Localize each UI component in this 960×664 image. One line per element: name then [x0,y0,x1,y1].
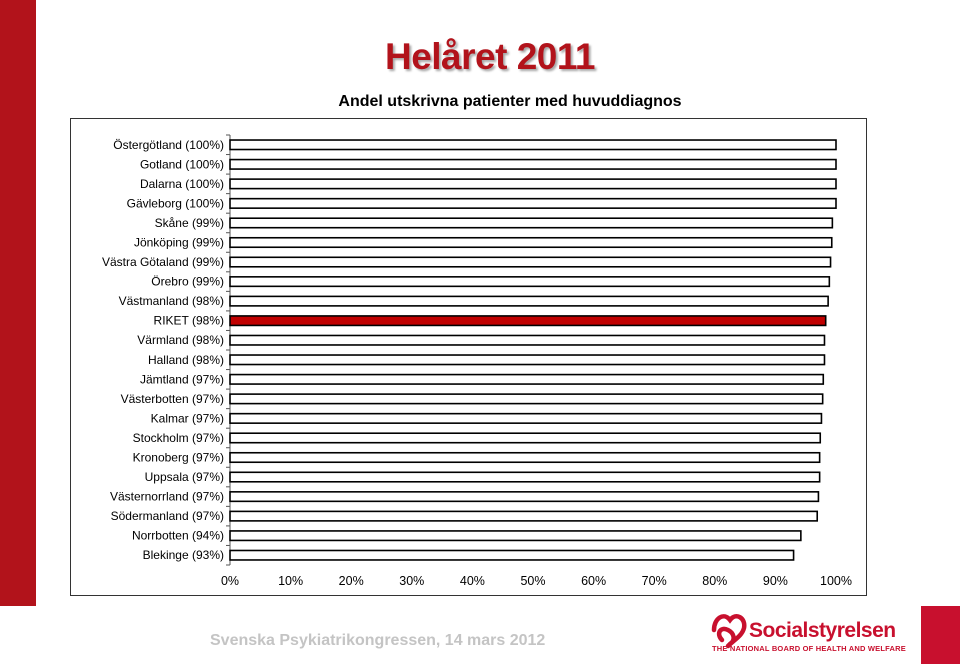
category-label-norrbotten-94: Norrbotten (94%) [132,529,224,543]
x-tick-label-4: 40% [460,574,485,588]
slide-title: Helåret 2011 [384,36,596,77]
logo-subtitle: THE NATIONAL BOARD OF HEALTH AND WELFARE [712,644,906,653]
right-accent-stripe [921,606,960,664]
socialstyrelsen-emblem-icon [711,614,747,649]
category-label-gavleborg-100: Gävleborg (100%) [127,196,224,210]
category-label-skane-99: Skåne (99%) [155,216,224,230]
bar-ostergotland-100 [229,139,837,151]
category-label-dalarna-100: Dalarna (100%) [140,177,224,191]
category-label-vasterbotten-97: Västerbotten (97%) [121,392,224,406]
x-tick-label-10: 100% [820,574,852,588]
bar-kronoberg-97 [229,451,821,464]
bar-jonkoping-99 [229,236,833,249]
category-label-halland-98: Halland (98%) [148,353,224,367]
x-tick-label-8: 80% [702,574,727,588]
bar-riket-98 [229,315,827,327]
bar-jamtland-97 [229,373,825,385]
footer-text: Svenska Psykiatrikongressen, 14 mars 201… [210,632,546,649]
category-label-sodermanland-97: Södermanland (97%) [111,509,224,523]
bar-vastra-gotaland-99 [229,256,832,268]
footer-band [0,606,960,664]
bar-gavleborg-100 [229,197,837,209]
bar-stockholm-97 [229,432,822,444]
category-label-stockholm-97: Stockholm (97%) [133,431,224,445]
bar-varmland-98 [229,334,826,346]
x-tick-label-0: 0% [221,574,239,588]
category-label-vasternorrland-97: Västernorrland (97%) [110,490,224,504]
x-tick-label-6: 60% [581,574,606,588]
bar-blekinge-93 [229,549,795,561]
logo-wordmark: Socialstyrelsen [749,619,896,642]
category-label-varmland-98: Värmland (98%) [137,333,224,347]
x-tick-label-1: 10% [278,574,303,588]
bar-dalarna-100 [229,178,837,190]
x-tick-label-2: 20% [339,574,364,588]
category-label-riket-98: RIKET (98%) [154,314,224,328]
bar-vastmanland-98 [229,295,829,307]
category-label-jonkoping-99: Jönköping (99%) [134,236,224,250]
category-label-kalmar-97: Kalmar (97%) [151,411,224,425]
bar-sodermanland-97 [229,510,819,522]
bar-uppsala-97 [229,471,821,483]
category-label-blekinge-93: Blekinge (93%) [143,548,224,562]
bar-orebro-99 [229,276,831,288]
category-label-orebro-99: Örebro (99%) [151,275,224,289]
category-label-uppsala-97: Uppsala (97%) [145,470,224,484]
bar-gotland-100 [229,158,837,170]
category-label-gotland-100: Gotland (100%) [140,157,224,171]
bar-vasterbotten-97 [229,393,824,405]
bar-vasternorrland-97 [229,491,820,503]
bar-skane-99 [229,217,834,229]
x-tick-label-7: 70% [642,574,667,588]
bar-halland-98 [229,354,826,366]
x-tick-label-3: 30% [399,574,424,588]
category-label-vastmanland-98: Västmanland (98%) [119,294,224,308]
bar-kalmar-97 [229,412,823,424]
left-accent-stripe [0,0,36,606]
x-tick-label-9: 90% [763,574,788,588]
category-label-jamtland-97: Jämtland (97%) [140,372,224,386]
chart-title: Andel utskrivna patienter med huvuddiagn… [338,93,682,110]
x-tick-label-5: 50% [520,574,545,588]
category-label-kronoberg-97: Kronoberg (97%) [133,451,224,465]
category-label-ostergotland-100: Östergötland (100%) [113,138,224,152]
bar-norrbotten-94 [229,530,802,542]
category-label-vastra-gotaland-99: Västra Götaland (99%) [102,255,224,269]
